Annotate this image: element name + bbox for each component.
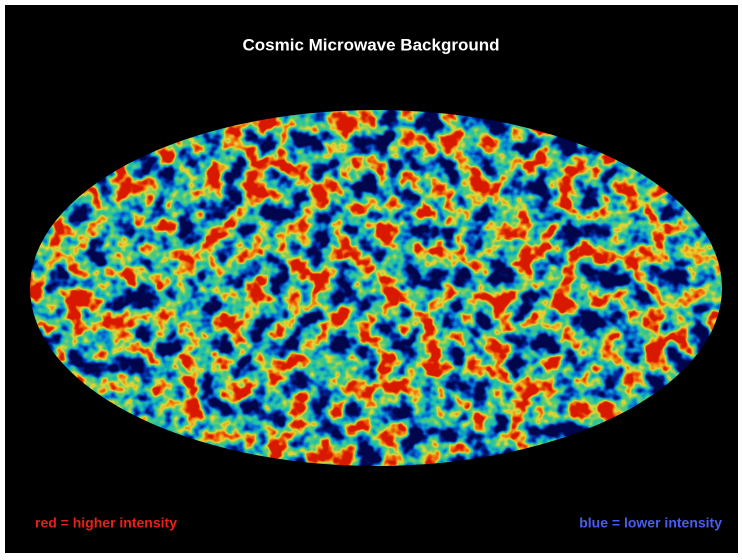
map-texture: [30, 110, 722, 466]
legend-high: red = higher intensity: [35, 515, 177, 531]
sky-map: [30, 110, 722, 466]
title: Cosmic Microwave Background: [243, 35, 500, 54]
legend-low: blue = lower intensity: [579, 515, 722, 531]
